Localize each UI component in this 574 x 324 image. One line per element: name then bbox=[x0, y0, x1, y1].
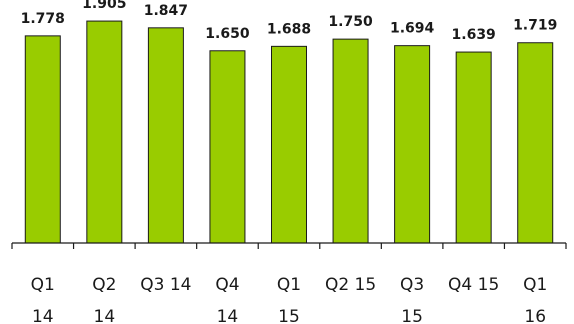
data-label: 1.905 bbox=[82, 0, 126, 12]
bar bbox=[271, 45, 307, 244]
bar bbox=[24, 35, 61, 244]
bar bbox=[209, 50, 246, 244]
data-label: 1.847 bbox=[144, 3, 188, 19]
data-label: 1.719 bbox=[513, 18, 557, 34]
x-axis-tick-labels-group: Q1 14 Q2 14 Q3 14 Q4 14 Q1 15 Q2 15 Q3 15 Q4 15 Q1 16 bbox=[31, 275, 548, 324]
bar bbox=[332, 38, 369, 244]
x-tick-label: Q1 16 bbox=[523, 275, 547, 324]
x-tick-label: Q2 15 bbox=[325, 275, 376, 295]
bar bbox=[455, 51, 492, 244]
bar bbox=[147, 27, 184, 244]
data-label: 1.750 bbox=[328, 14, 373, 30]
x-axis-ticks-group bbox=[11, 243, 567, 249]
value-labels-group: 1.778 1.905 1.847 1.650 1.688 1.750 1.694 1.639… bbox=[21, 0, 558, 43]
x-tick-label: Q4 15 bbox=[448, 275, 499, 295]
data-label: 1.694 bbox=[390, 21, 435, 37]
data-label: 1.639 bbox=[452, 27, 496, 43]
bar bbox=[394, 45, 431, 244]
x-tick-label: Q1 14 bbox=[31, 275, 55, 324]
data-label: 1.688 bbox=[267, 21, 311, 37]
x-tick-label: Q4 14 bbox=[215, 275, 239, 324]
x-tick-label: Q1 15 bbox=[277, 275, 301, 324]
x-tick-label: Q2 14 bbox=[92, 275, 116, 324]
x-tick-label: Q3 15 bbox=[400, 275, 424, 324]
bars-group bbox=[24, 20, 554, 244]
x-tick-label: Q3 14 bbox=[140, 275, 191, 295]
bar bbox=[86, 20, 123, 244]
data-label: 1.650 bbox=[205, 26, 250, 42]
data-label: 1.778 bbox=[21, 11, 65, 27]
bar bbox=[517, 42, 554, 244]
